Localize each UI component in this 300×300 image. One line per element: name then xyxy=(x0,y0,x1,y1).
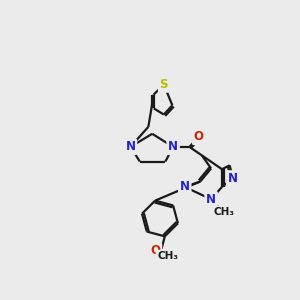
Text: CH₃: CH₃ xyxy=(158,251,178,261)
Text: N: N xyxy=(228,172,238,185)
Text: N: N xyxy=(206,193,216,206)
Text: N: N xyxy=(125,140,136,153)
Text: O: O xyxy=(151,244,160,257)
Text: O: O xyxy=(194,130,204,143)
Text: N: N xyxy=(168,140,178,153)
Text: N: N xyxy=(180,180,190,194)
Text: S: S xyxy=(160,78,168,91)
Text: CH₃: CH₃ xyxy=(213,207,234,217)
